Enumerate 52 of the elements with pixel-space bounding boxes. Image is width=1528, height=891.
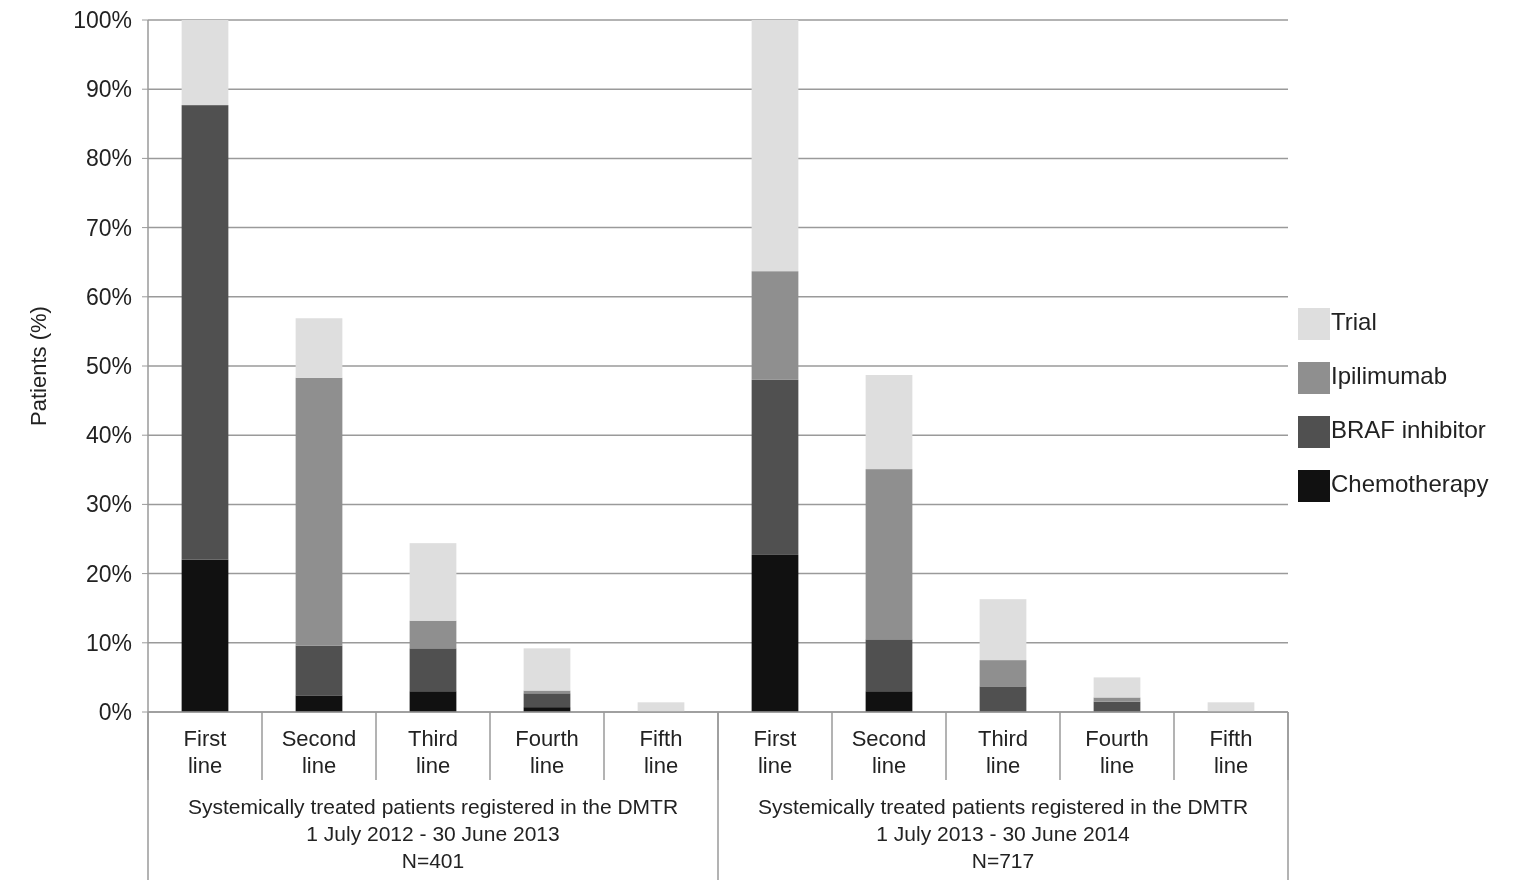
bar	[409, 543, 457, 621]
y-tick-label: 30%	[85, 491, 132, 518]
legend-label: Chemotherapy	[1331, 470, 1489, 497]
bar	[979, 686, 1027, 712]
bar	[637, 702, 685, 712]
bar	[979, 599, 1027, 661]
x-tick-label: First line	[753, 726, 797, 778]
x-tick-label: Fifth line	[1209, 726, 1253, 778]
text: Systemically treated patients registered in the DMTR 1 July 2013 - 30 June 2014 N=717	[757, 795, 1249, 872]
x-tick-label: Third line	[407, 726, 459, 778]
y-tick-label: 50%	[85, 353, 132, 380]
y-axis-title: Patients (%)	[26, 306, 51, 426]
bar	[865, 639, 913, 692]
bar	[181, 20, 229, 106]
bar	[751, 20, 799, 272]
y-tick-label: 10%	[85, 629, 132, 656]
bar	[1093, 697, 1141, 702]
bar	[295, 695, 343, 712]
bar	[409, 648, 457, 692]
y-tick-label: 90%	[85, 76, 132, 103]
y-tick-label: 70%	[85, 214, 132, 241]
legend-label: Ipilimumab	[1331, 362, 1448, 389]
bar	[1093, 677, 1141, 698]
bar	[865, 375, 913, 470]
bar	[523, 648, 571, 691]
y-tick-label: 100%	[73, 7, 132, 34]
bar	[295, 318, 343, 378]
x-tick-label: Third line	[977, 726, 1029, 778]
bar	[979, 660, 1027, 687]
x-tick-label: First line	[183, 726, 227, 778]
bar	[181, 559, 229, 712]
x-tick-label: Fourth line	[1085, 726, 1149, 778]
bar	[523, 693, 571, 708]
y-tick-label: 80%	[85, 145, 132, 172]
bar	[865, 691, 913, 712]
x-tick-label: Fifth line	[639, 726, 683, 778]
x-tick-label: Fourth line	[515, 726, 579, 778]
y-tick-label: 20%	[85, 560, 132, 587]
bar	[1207, 702, 1255, 712]
legend-label: Trial	[1331, 308, 1377, 335]
bar	[409, 691, 457, 712]
y-tick-label: 40%	[85, 422, 132, 449]
x-tick-label: Second line	[851, 726, 927, 778]
bar	[751, 554, 799, 712]
y-tick-label: 0%	[98, 699, 132, 726]
bar	[751, 379, 799, 555]
bar	[181, 105, 229, 560]
bar	[295, 645, 343, 696]
text: Systemically treated patients registered in the DMTR 1 July 2012 - 30 June 2013 N=401	[187, 795, 679, 872]
legend-label: BRAF inhibitor	[1331, 416, 1486, 443]
y-tick-label: 60%	[85, 283, 132, 310]
x-tick-label: Second line	[281, 726, 357, 778]
